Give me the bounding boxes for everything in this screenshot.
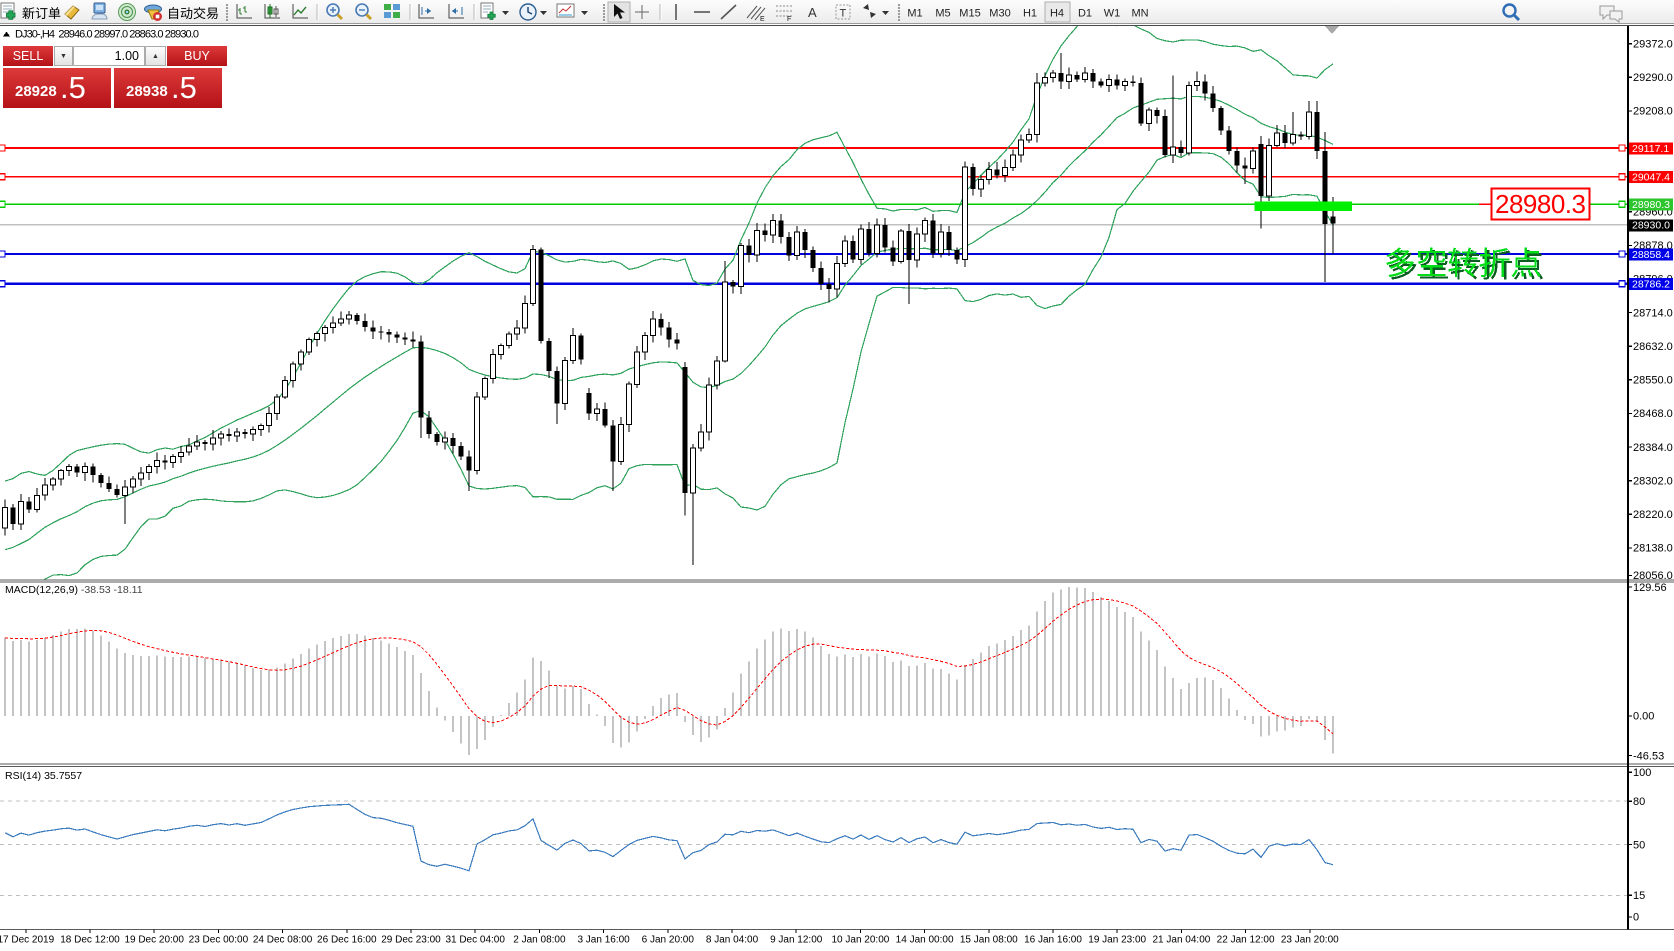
svg-text:T: T xyxy=(840,8,847,20)
svg-text:22 Jan 12:00: 22 Jan 12:00 xyxy=(1217,935,1275,946)
svg-text:129.56: 129.56 xyxy=(1633,582,1667,594)
svg-text:M1: M1 xyxy=(907,8,922,20)
svg-text:28786.2: 28786.2 xyxy=(1632,279,1670,291)
svg-text:24 Dec 08:00: 24 Dec 08:00 xyxy=(253,935,313,946)
svg-text:28302.0: 28302.0 xyxy=(1633,475,1673,487)
svg-text:23 Jan 20:00: 23 Jan 20:00 xyxy=(1281,935,1339,946)
svg-text:28468.0: 28468.0 xyxy=(1633,408,1673,420)
svg-text:-46.53: -46.53 xyxy=(1633,750,1664,762)
svg-text:10 Jan 20:00: 10 Jan 20:00 xyxy=(831,935,889,946)
svg-text:19 Jan 23:00: 19 Jan 23:00 xyxy=(1088,935,1146,946)
svg-text:28550.0: 28550.0 xyxy=(1633,375,1673,387)
svg-text:28980.3: 28980.3 xyxy=(1495,189,1586,219)
svg-text:H4: H4 xyxy=(1050,8,1064,20)
svg-text:RSI(14) 35.7557: RSI(14) 35.7557 xyxy=(5,770,82,782)
svg-text:9 Jan 12:00: 9 Jan 12:00 xyxy=(770,935,823,946)
svg-text:19 Dec 20:00: 19 Dec 20:00 xyxy=(124,935,184,946)
svg-text:29208.0: 29208.0 xyxy=(1633,106,1673,118)
svg-text:W1: W1 xyxy=(1104,8,1121,20)
svg-text:23 Dec 00:00: 23 Dec 00:00 xyxy=(189,935,249,946)
svg-text:28858.4: 28858.4 xyxy=(1632,249,1670,261)
svg-text:E: E xyxy=(760,16,765,23)
svg-text:14 Jan 00:00: 14 Jan 00:00 xyxy=(896,935,954,946)
svg-text:26 Dec 16:00: 26 Dec 16:00 xyxy=(317,935,377,946)
svg-text:3 Jan 16:00: 3 Jan 16:00 xyxy=(577,935,630,946)
svg-text:DJ30-,H4 28946.0 28997.0 2886: DJ30-,H4 28946.0 28997.0 28863.0 28930.0 xyxy=(15,29,199,41)
svg-text:M15: M15 xyxy=(959,8,980,20)
svg-text:MN: MN xyxy=(1131,8,1148,20)
svg-text:28056.0: 28056.0 xyxy=(1633,570,1673,582)
svg-text:D1: D1 xyxy=(1078,8,1092,20)
svg-text:29290.0: 29290.0 xyxy=(1633,72,1673,84)
svg-text:80: 80 xyxy=(1633,796,1645,808)
svg-text:31 Dec 04:00: 31 Dec 04:00 xyxy=(445,935,505,946)
svg-text:50: 50 xyxy=(1633,839,1645,851)
svg-text:6 Jan 20:00: 6 Jan 20:00 xyxy=(642,935,695,946)
svg-text:28138.0: 28138.0 xyxy=(1633,543,1673,555)
svg-text:28384.0: 28384.0 xyxy=(1633,442,1673,454)
svg-text:0: 0 xyxy=(1633,912,1639,924)
svg-text:29 Dec 23:00: 29 Dec 23:00 xyxy=(381,935,441,946)
svg-text:M5: M5 xyxy=(935,8,950,20)
svg-text:8 Jan 04:00: 8 Jan 04:00 xyxy=(706,935,759,946)
svg-text:0.00: 0.00 xyxy=(1633,711,1654,723)
svg-text:21 Jan 04:00: 21 Jan 04:00 xyxy=(1152,935,1210,946)
svg-text:15: 15 xyxy=(1633,890,1645,902)
svg-text:28632.0: 28632.0 xyxy=(1633,341,1673,353)
svg-text:100: 100 xyxy=(1633,767,1651,779)
svg-text:M30: M30 xyxy=(989,8,1010,20)
svg-text:29047.4: 29047.4 xyxy=(1632,172,1670,184)
svg-text:15 Jan 08:00: 15 Jan 08:00 xyxy=(960,935,1018,946)
svg-text:MACD(12,26,9) -38.53 -18.11: MACD(12,26,9) -38.53 -18.11 xyxy=(5,584,143,596)
svg-text:28980.3: 28980.3 xyxy=(1632,199,1670,211)
svg-text:17 Dec 2019: 17 Dec 2019 xyxy=(0,935,55,946)
svg-text:H1: H1 xyxy=(1023,8,1037,20)
svg-text:29117.1: 29117.1 xyxy=(1632,143,1669,155)
svg-text:28220.0: 28220.0 xyxy=(1633,509,1673,521)
svg-text:28714.0: 28714.0 xyxy=(1633,307,1673,319)
svg-text:2 Jan 08:00: 2 Jan 08:00 xyxy=(513,935,566,946)
svg-text:18 Dec 12:00: 18 Dec 12:00 xyxy=(60,935,120,946)
svg-text:28930.0: 28930.0 xyxy=(1632,220,1670,232)
svg-text:29372.0: 29372.0 xyxy=(1633,38,1673,50)
svg-text:F: F xyxy=(787,16,791,23)
svg-text:A: A xyxy=(808,5,817,20)
svg-text:16 Jan 16:00: 16 Jan 16:00 xyxy=(1024,935,1082,946)
